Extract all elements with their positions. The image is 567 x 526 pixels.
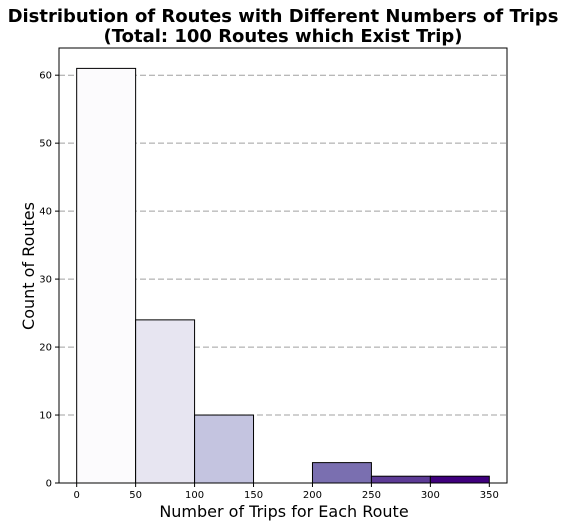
bars [76, 67, 490, 484]
y-tick-label: 60 [39, 71, 52, 82]
chart-title-line-2: (Total: 100 Routes which Exist Trip) [103, 26, 462, 47]
y-tick-label: 0 [46, 479, 52, 490]
x-tick-label: 150 [244, 490, 263, 501]
histogram-bar [311, 462, 372, 484]
axis-ticks: 0 50 100 150 200 250 300 350 0 10 20 30 40 50 60 [39, 71, 499, 501]
x-tick-label: 100 [185, 490, 204, 501]
plot-area-frame [58, 47, 508, 484]
y-tick-label: 40 [39, 207, 52, 218]
histogram-bar [135, 319, 196, 484]
x-axis-label: Number of Trips for Each Route [159, 502, 408, 521]
y-tick-label: 10 [39, 411, 52, 422]
y-tick-label: 20 [39, 343, 52, 354]
x-tick-label: 0 [73, 490, 79, 501]
histogram-bar [194, 414, 255, 484]
x-tick-label: 50 [129, 490, 142, 501]
histogram-bar [76, 67, 137, 484]
x-tick-label: 300 [421, 490, 440, 501]
y-tick-label: 50 [39, 139, 52, 150]
x-tick-label: 350 [480, 490, 499, 501]
histogram-bar [429, 475, 490, 484]
histogram-bar [370, 475, 431, 484]
x-tick-label: 250 [362, 490, 381, 501]
y-tick-label: 30 [39, 275, 52, 286]
chart-title-line-1: Distribution of Routes with Different Nu… [8, 6, 559, 27]
y-axis-label: Count of Routes [19, 202, 38, 330]
x-tick-label: 200 [303, 490, 322, 501]
